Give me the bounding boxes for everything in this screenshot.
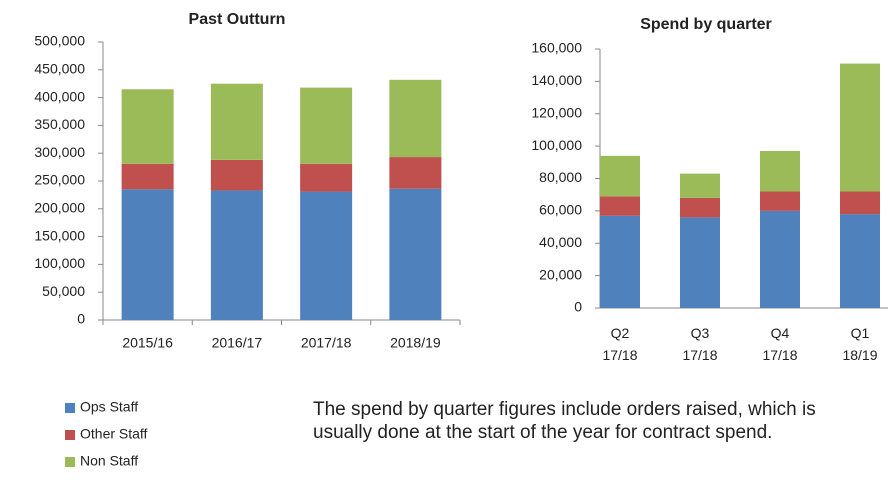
bar-segment [300,87,353,164]
y-tick-label: 200,000 [34,200,85,216]
bar-segment [210,83,263,160]
bar-segment [760,191,800,211]
bar-segment [300,191,353,320]
y-tick-label: 500,000 [34,33,85,49]
bar-segment [680,217,720,308]
x-tick-label: 2015/16 [122,335,173,351]
legend-swatch [65,430,75,440]
bar-segment [121,89,174,164]
bar-segment [389,79,442,158]
y-tick-label: 100,000 [34,255,85,271]
bar-segment [389,188,442,320]
chart-title: Past Outturn [189,11,286,28]
y-tick-label: 450,000 [34,61,85,77]
x-tick-label: 2016/17 [212,335,263,351]
y-tick-label: 0 [77,311,85,327]
bar-segment [121,189,174,320]
bar-segment [600,215,640,308]
bar-segment [210,159,263,191]
y-tick-label: 140,000 [531,72,582,88]
y-tick-label: 350,000 [34,116,85,132]
bar-segment [600,196,640,216]
bar-segment [680,173,720,198]
y-tick-label: 150,000 [34,227,85,243]
y-tick-label: 400,000 [34,88,85,104]
y-tick-label: 250,000 [34,172,85,188]
x-tick-label: Q3 17/18 [682,325,717,363]
y-tick-label: 20,000 [539,266,582,282]
legend-swatch [65,403,75,413]
x-tick-label: Q2 17/18 [602,325,637,363]
y-tick-label: 160,000 [531,40,582,56]
note: The spend by quarter figures include ord… [313,399,816,443]
y-tick-label: 50,000 [42,283,85,299]
bar-segment [680,197,720,218]
y-tick-label: 40,000 [539,234,582,250]
y-tick-label: 300,000 [34,144,85,160]
bar-segment [840,214,880,308]
x-tick-label: 2017/18 [301,335,352,351]
legend-label: Ops Staff [80,399,138,415]
x-tick-label: Q4 17/18 [762,325,797,363]
chart-title: Spend by quarter [640,16,772,33]
bar-segment [760,150,800,192]
bar-segment [600,155,640,197]
bar-segment [389,157,442,189]
bar-segment [760,210,800,308]
legend-swatch [65,457,75,467]
bar-segment [840,63,880,192]
x-tick-label: 2018/19 [390,335,441,351]
bar-segment [121,163,174,190]
y-tick-label: 60,000 [539,202,582,218]
y-tick-label: 80,000 [539,169,582,185]
bar-segment [840,191,880,215]
legend-label: Other Staff [80,426,148,442]
legend-label: Non Staff [80,453,138,469]
y-tick-label: 120,000 [531,104,582,120]
y-tick-label: 0 [574,299,582,315]
bar-segment [300,163,353,192]
y-tick-label: 100,000 [531,137,582,153]
x-tick-label: Q1 18/19 [842,325,877,363]
bar-segment [210,190,263,320]
